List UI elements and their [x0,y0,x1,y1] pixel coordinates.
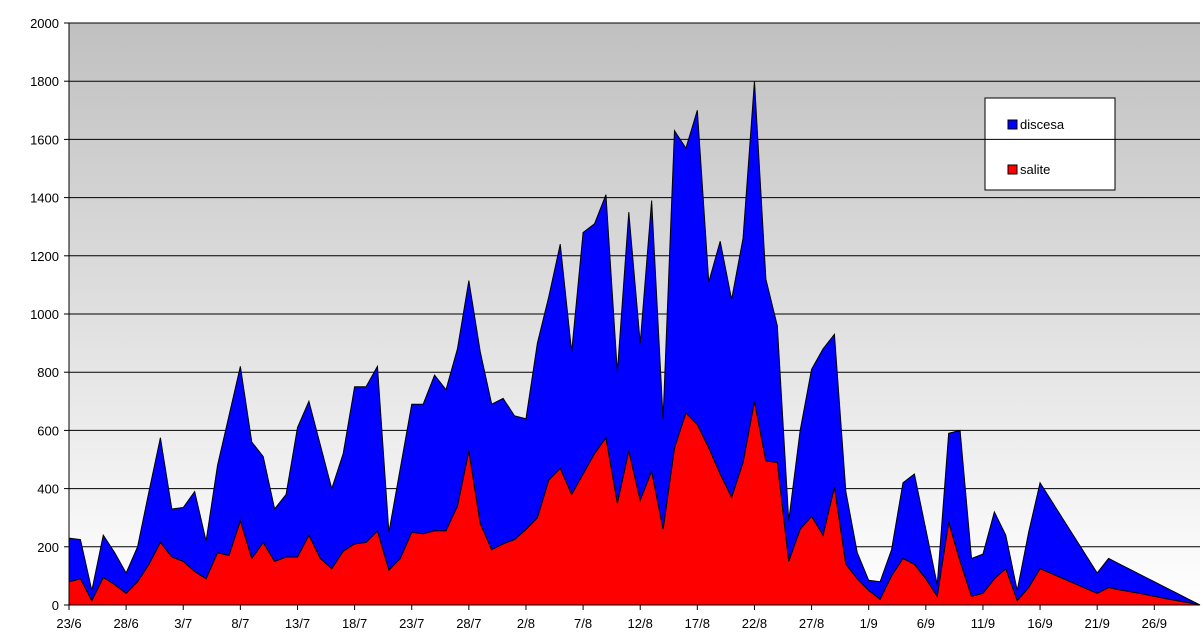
x-tick-label: 2/8 [517,616,535,631]
x-tick-label: 21/9 [1085,616,1110,631]
x-tick-label: 8/7 [231,616,249,631]
y-tick-label: 1200 [30,249,59,264]
x-tick-label: 13/7 [285,616,310,631]
x-tick-label: 1/9 [860,616,878,631]
x-tick-label: 6/9 [917,616,935,631]
x-tick-label: 3/7 [174,616,192,631]
y-tick-label: 1600 [30,132,59,147]
y-tick-label: 1400 [30,191,59,206]
x-tick-label: 16/9 [1027,616,1052,631]
x-tick-label: 27/8 [799,616,824,631]
legend-label: salite [1020,162,1050,177]
y-tick-label: 0 [52,598,59,613]
x-tick-label: 28/6 [113,616,138,631]
x-tick-label: 18/7 [342,616,367,631]
y-tick-label: 1800 [30,74,59,89]
x-tick-label: 26/9 [1142,616,1167,631]
x-tick-label: 23/6 [56,616,81,631]
legend-box [984,97,1116,191]
legend-swatch [1007,164,1018,175]
area-discesa [68,81,1201,606]
legend: discesa salite [984,97,1116,191]
x-tick-label: 22/8 [742,616,767,631]
y-tick-label: 800 [37,365,59,380]
y-tick-label: 200 [37,540,59,555]
x-tick-label: 28/7 [456,616,481,631]
x-tick-label: 12/8 [628,616,653,631]
y-tick-label: 1000 [30,307,59,322]
x-tick-label: 11/9 [971,616,995,631]
y-tick-label: 2000 [30,16,59,31]
x-tick-label: 17/8 [685,616,710,631]
legend-swatch [1007,119,1018,130]
y-tick-label: 400 [37,482,59,497]
x-tick-label: 7/8 [574,616,592,631]
y-tick-label: 600 [37,423,59,438]
legend-label: discesa [1020,117,1065,132]
x-tick-label: 23/7 [399,616,424,631]
